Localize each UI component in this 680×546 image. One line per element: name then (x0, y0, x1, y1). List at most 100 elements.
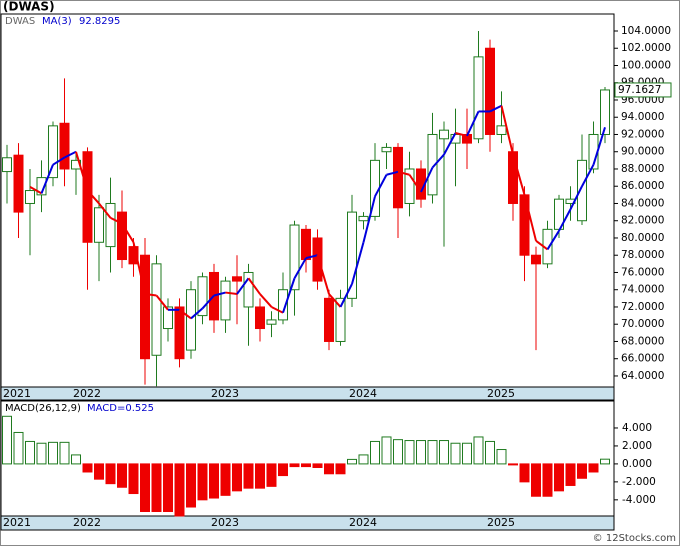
y-tick-label: 82.0000 (621, 215, 664, 227)
candle-body (312, 237, 323, 282)
ma-segment (351, 242, 365, 285)
candle-body (243, 271, 254, 308)
ma-segment (40, 164, 54, 194)
ma-segment (225, 291, 238, 296)
ma-segment (466, 111, 480, 137)
x-tick-label: 2022 (73, 387, 101, 400)
macd-bar (554, 463, 564, 492)
macd-bar (186, 463, 196, 508)
candle-body (427, 133, 438, 196)
ma-segment (190, 307, 204, 320)
ma-segment (581, 164, 595, 187)
ma-segment (155, 294, 169, 311)
candle-body (358, 215, 369, 222)
price-panel (0, 13, 615, 401)
price-box (614, 82, 672, 98)
y-tick-label: 84.0000 (621, 197, 664, 209)
ma-segment (201, 294, 215, 310)
legend-ma: MA(3) (42, 16, 72, 27)
ma-segment (110, 216, 123, 225)
macd-bar (416, 440, 426, 465)
y-tick-label: 4.000 (622, 422, 652, 434)
ma-segment (178, 309, 192, 320)
ma-segment (408, 174, 422, 193)
macd-bar (25, 440, 35, 465)
ma-segment (374, 174, 388, 197)
macd-bar (358, 454, 369, 465)
ma-segment (271, 306, 284, 314)
candle-body (347, 211, 357, 299)
legend-macd: MACD(26,12,9) (5, 403, 81, 414)
macd-bar (243, 463, 254, 489)
macd-bar (496, 449, 507, 465)
ma-segment (455, 132, 468, 137)
macd-bar (531, 463, 541, 497)
watermark: © 12Stocks.com (593, 533, 676, 544)
macd-bar (600, 458, 610, 465)
macd-bar (174, 463, 185, 517)
ma-segment (236, 277, 250, 295)
ma-segment (535, 240, 549, 251)
ma-segment (512, 154, 526, 196)
ma-segment (592, 127, 606, 165)
candle-body (48, 125, 58, 179)
candle-body (289, 224, 300, 291)
macd-bar (140, 463, 150, 513)
legend-ma-value: 92.8295 (79, 16, 120, 27)
candle-body (197, 276, 208, 317)
candle-body (577, 159, 587, 222)
macd-bar (13, 431, 24, 465)
y-tick-label: 66.0000 (621, 353, 664, 365)
macd-bar (255, 463, 265, 489)
x-tick-label: 2024 (349, 516, 377, 529)
candle-body (186, 289, 196, 351)
candle-body (600, 89, 610, 135)
ma-segment (213, 291, 226, 297)
ma-segment (546, 230, 560, 250)
legend-symbol: DWAS (5, 16, 35, 27)
candle-body (140, 254, 150, 360)
ma-segment (132, 242, 146, 295)
candle-body (2, 157, 12, 173)
x-tick-label: 2025 (487, 387, 515, 400)
macd-bar (404, 440, 415, 465)
candle-body (508, 151, 518, 204)
macd-bar (588, 463, 599, 473)
candle-body (266, 319, 277, 325)
macd-bar (163, 463, 173, 513)
candle-body (335, 297, 346, 342)
y-tick-label: 94.0000 (621, 111, 664, 123)
ma-segment (523, 194, 537, 242)
macd-bar (577, 463, 587, 479)
y-tick-label: 100.0000 (621, 59, 671, 71)
macd-bar (266, 463, 277, 487)
ma-segment (558, 208, 572, 232)
y-tick-label: 102.0000 (621, 42, 671, 54)
ma-segment (328, 293, 342, 308)
macd-bar (2, 415, 12, 465)
macd-bar (71, 454, 81, 465)
macd-bar (427, 440, 438, 465)
macd-bar (197, 463, 208, 501)
candle-body (105, 202, 116, 248)
ma-segment (386, 170, 399, 176)
y-tick-label: 0.000 (622, 458, 652, 470)
y-tick-label: 64.0000 (621, 370, 664, 382)
macd-bar (220, 463, 231, 496)
last-price: 97.1627 (618, 84, 661, 96)
y-tick-label: 80.0000 (621, 232, 664, 244)
candle-body (13, 154, 24, 213)
macd-bar (128, 463, 139, 495)
macd-bar (48, 441, 58, 465)
legend-macd-value: MACD=0.525 (87, 403, 154, 414)
x-tick-label: 2023 (211, 387, 239, 400)
chart-title: (DWAS) (3, 0, 55, 14)
y-tick-label: -2.000 (622, 476, 656, 488)
macd-bar (151, 463, 162, 513)
x-tick-label: 2021 (3, 387, 31, 400)
ma-segment (420, 167, 434, 193)
ma-segment (144, 293, 157, 297)
ma-segment (259, 293, 273, 308)
